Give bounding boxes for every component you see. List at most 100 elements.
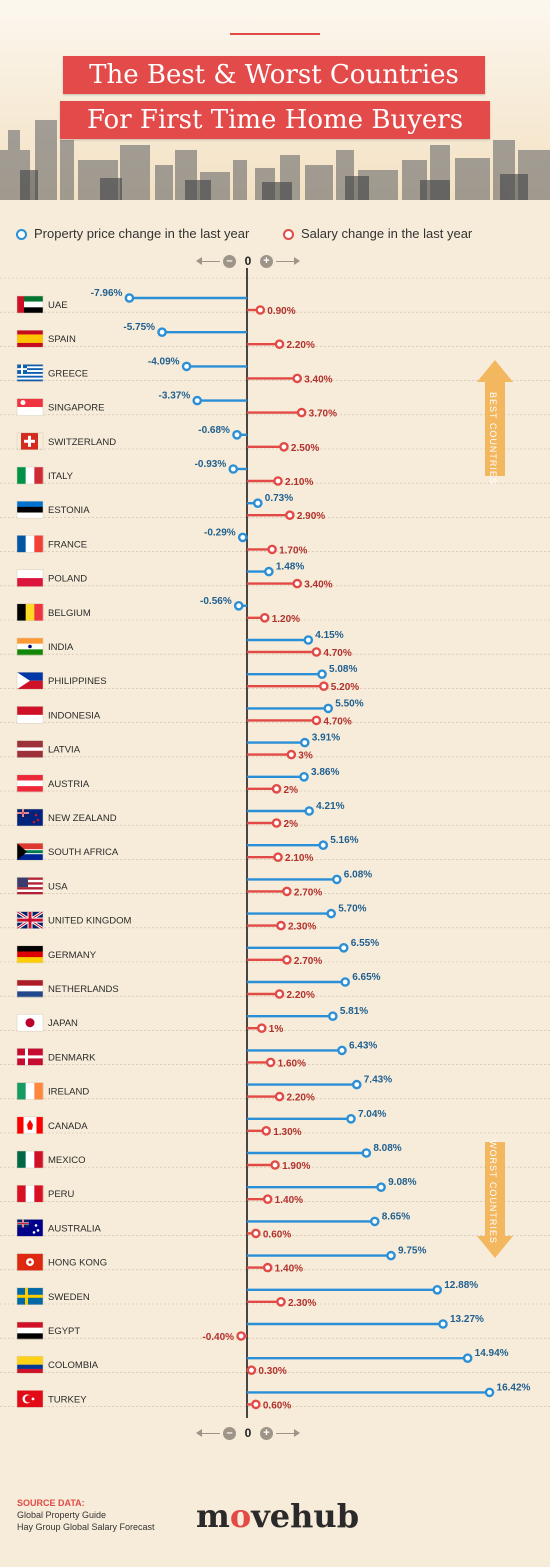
plus-icon: +	[260, 255, 273, 268]
property-point	[328, 1011, 338, 1022]
property-point	[124, 293, 135, 303]
country-label: GERMANY	[48, 950, 97, 961]
property-point	[386, 1250, 396, 1261]
country-label: PHILIPPINES	[48, 676, 107, 687]
minus-icon: –	[223, 255, 236, 268]
salary-value-label: 5.20%	[331, 682, 359, 693]
salary-point	[255, 305, 266, 315]
property-point	[303, 635, 314, 645]
salary-point	[271, 818, 282, 828]
salary-point	[319, 681, 329, 692]
new-zealand-flag-icon	[16, 808, 44, 827]
salary-value-label: 0.60%	[263, 1400, 291, 1411]
legend-property: Property price change in the last year	[16, 226, 249, 241]
salary-point	[282, 955, 292, 965]
salary-value-label: 0.60%	[263, 1229, 291, 1240]
canada-flag-icon	[16, 1116, 44, 1135]
country-label: EGYPT	[48, 1326, 80, 1337]
legend-property-marker	[16, 229, 27, 240]
country-label: DENMARK	[48, 1052, 96, 1063]
property-point	[252, 498, 263, 509]
netherlands-flag-icon	[16, 979, 44, 998]
property-value-label: 8.08%	[373, 1143, 401, 1154]
turkey-flag-icon	[16, 1390, 44, 1408]
austria-flag-icon	[16, 774, 44, 793]
spain-flag-icon	[16, 329, 44, 348]
property-value-label: -0.93%	[195, 459, 227, 470]
ireland-flag-icon	[16, 1082, 44, 1100]
property-point	[323, 703, 334, 714]
property-point	[340, 977, 351, 987]
country-label: SOUTH AFRICA	[48, 847, 119, 858]
usa-flag-icon	[16, 877, 44, 895]
movehub-logo[interactable]: movehub	[196, 1497, 359, 1535]
salary-value-label: 0.30%	[258, 1366, 286, 1377]
salary-value-label: 2.20%	[286, 990, 314, 1001]
salary-point	[296, 407, 307, 418]
peru-flag-icon	[16, 1184, 44, 1203]
salary-point	[251, 1228, 261, 1239]
salary-point	[274, 1091, 285, 1102]
salary-point	[279, 441, 289, 452]
property-point	[376, 1182, 386, 1192]
zero-label: 0	[244, 1426, 252, 1440]
property-value-label: 12.88%	[444, 1280, 478, 1291]
hong-kong-flag-icon	[16, 1253, 44, 1271]
property-point	[237, 532, 248, 543]
property-value-label: 8.65%	[382, 1211, 410, 1222]
top-rule	[230, 33, 320, 35]
country-label: COLOMBIA	[48, 1360, 99, 1371]
property-point	[192, 395, 203, 406]
best-countries-label: BEST COUNTRIES	[488, 392, 498, 485]
arrow-left-icon	[196, 1429, 202, 1437]
property-value-label: 5.70%	[338, 904, 366, 915]
property-point	[326, 908, 336, 919]
belgium-flag-icon	[16, 603, 44, 622]
arrow-right-icon	[294, 1429, 300, 1437]
mexico-flag-icon	[16, 1150, 44, 1169]
salary-value-label: 2.70%	[294, 956, 322, 967]
salary-value-label: 3.70%	[309, 409, 337, 420]
source-line-2: Hay Group Global Salary Forecast	[17, 1522, 155, 1532]
source-note: SOURCE DATA: Global Property Guide Hay G…	[17, 1497, 155, 1533]
salary-value-label: 4.70%	[323, 648, 351, 659]
property-value-label: 6.55%	[351, 938, 379, 949]
salary-value-label: 2%	[284, 785, 299, 796]
salary-value-label: 4.70%	[323, 716, 351, 727]
denmark-flag-icon	[16, 1048, 44, 1066]
country-label: SPAIN	[48, 334, 76, 345]
salary-value-label: 1.30%	[273, 1127, 301, 1138]
salary-value-label: 2%	[284, 819, 299, 830]
salary-point	[267, 544, 277, 555]
property-value-label: 3.91%	[312, 733, 340, 744]
australia-flag-icon	[16, 1219, 44, 1237]
salary-point	[271, 784, 282, 794]
legend-salary-marker	[283, 229, 294, 240]
property-value-label: -0.56%	[200, 596, 232, 607]
property-value-label: -5.75%	[123, 322, 155, 333]
switzerland-flag-icon	[16, 432, 44, 451]
salary-point	[273, 852, 283, 863]
property-point	[233, 601, 244, 611]
salary-point	[282, 886, 292, 897]
country-label: GREECE	[48, 368, 88, 379]
salary-point	[292, 373, 303, 384]
minus-icon: –	[223, 1427, 236, 1440]
property-value-label: 14.94%	[475, 1348, 509, 1359]
country-label: NEW ZEALAND	[48, 813, 117, 824]
source-title: SOURCE DATA:	[17, 1498, 85, 1508]
colombia-flag-icon	[16, 1355, 44, 1374]
latvia-flag-icon	[16, 740, 44, 758]
country-label: JAPAN	[48, 1018, 78, 1029]
salary-point	[261, 1126, 272, 1136]
country-label: PERU	[48, 1189, 75, 1200]
salary-value-label: 2.30%	[288, 922, 316, 933]
country-label: SWEDEN	[48, 1292, 90, 1303]
property-point	[318, 840, 329, 851]
salary-value-label: 1.20%	[272, 614, 300, 625]
egypt-flag-icon	[16, 1321, 44, 1340]
property-value-label: -0.29%	[204, 527, 236, 538]
property-value-label: 4.21%	[316, 801, 344, 812]
zero-scale-top: – 0 +	[196, 254, 300, 270]
country-label: INDONESIA	[48, 710, 101, 721]
